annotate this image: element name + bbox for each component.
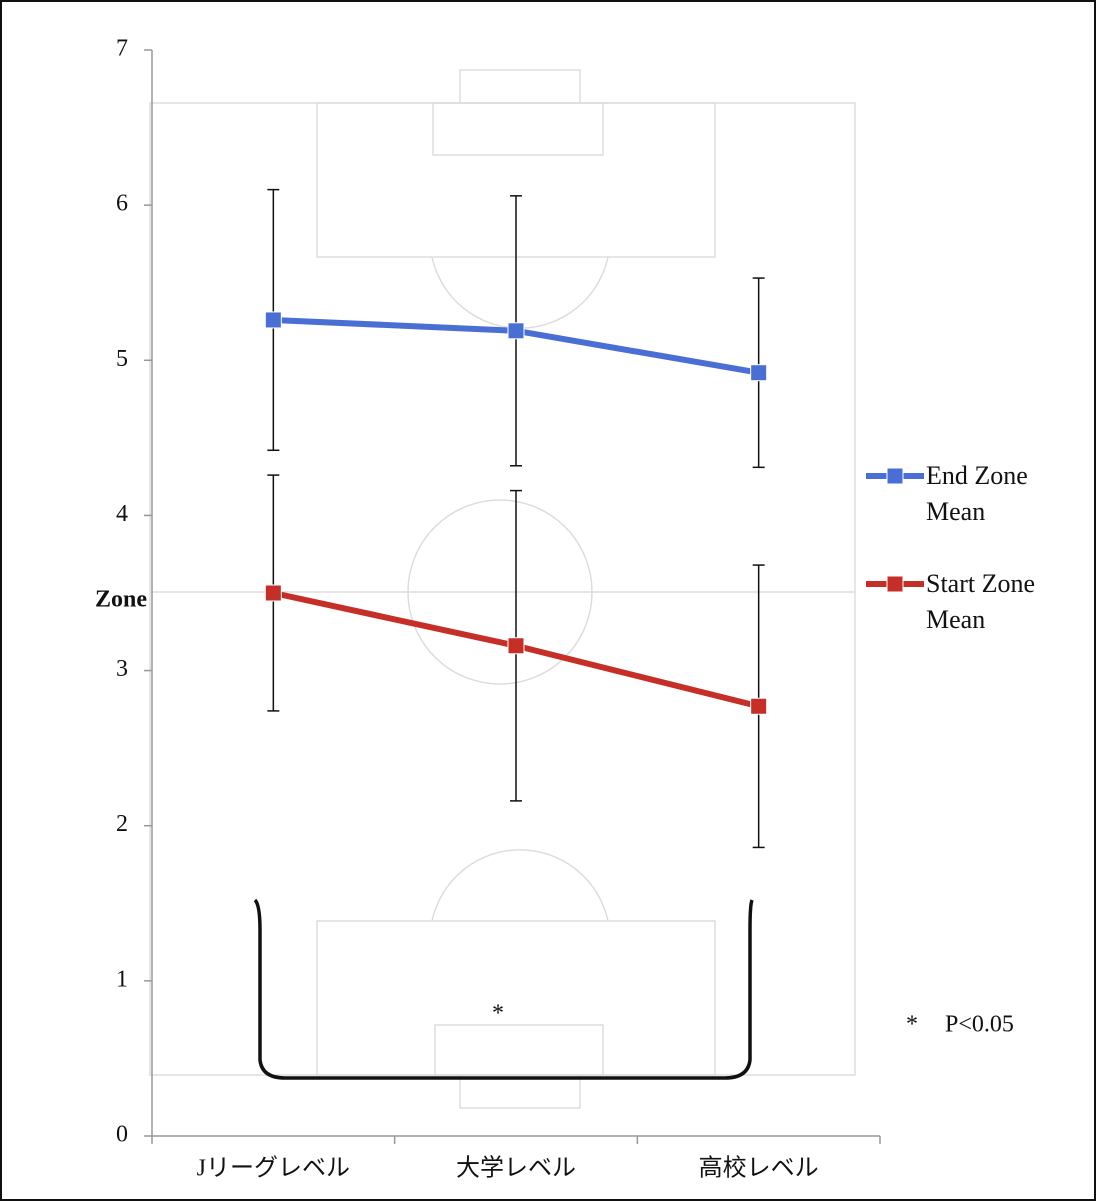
- x-tick-label: 大学レベル: [456, 1155, 576, 1182]
- significance-bracket: [253, 898, 754, 1080]
- y-axis-label: Zone: [95, 587, 147, 613]
- point-marker: [507, 322, 525, 340]
- x-tick-label: 高校レベル: [699, 1155, 819, 1182]
- point-marker: [507, 637, 525, 655]
- y-tick-label: 3: [116, 656, 128, 682]
- y-tick-label: 7: [116, 36, 128, 62]
- point-marker: [264, 584, 282, 602]
- legend-marker: [886, 467, 904, 485]
- y-tick-label: 0: [116, 1122, 128, 1148]
- legend-marker: [886, 575, 904, 593]
- y-tick-label: 5: [116, 346, 128, 372]
- legend-label: Start Zone Mean: [926, 569, 1036, 634]
- point-marker: [750, 364, 768, 382]
- point-marker: [750, 697, 768, 715]
- y-tick-label: 1: [116, 966, 128, 992]
- note-symbol: *: [906, 1012, 918, 1038]
- y-tick-label: 2: [116, 811, 128, 837]
- y-tick-label: 4: [116, 501, 128, 527]
- significance-mark: *: [492, 1001, 504, 1027]
- x-tick-label: Jリーグレベル: [197, 1155, 350, 1182]
- point-marker: [264, 311, 282, 329]
- y-tick-label: 6: [116, 191, 128, 217]
- note-text: P<0.05: [945, 1012, 1014, 1038]
- legend-label: End Zone Mean: [926, 461, 1028, 526]
